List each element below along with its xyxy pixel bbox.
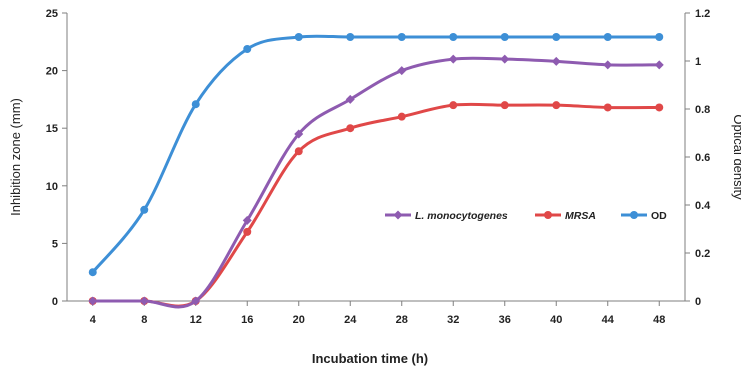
data-point-mrsa [500,101,509,110]
y-right-tick-label: 0.8 [695,104,710,116]
y-left-tick-label: 25 [46,8,58,20]
y-right-tick-label: 1 [695,56,701,68]
y-axis-left-title: Inhibition zone (mm) [8,98,23,216]
data-point-mrsa [346,124,355,133]
legend: L. monocytogenes MRSA OD [385,210,667,222]
y-right-tick-label: 0.6 [695,152,710,164]
data-point-l-monocytogenes [242,215,252,225]
legend-label-l-monocytogenes: L. monocytogenes [415,210,508,222]
series-line-od [91,34,660,274]
data-point-od [449,33,458,41]
data-point-l-monocytogenes [603,60,613,70]
data-point-l-monocytogenes [397,66,407,76]
data-point-mrsa [449,101,458,110]
data-point-l-monocytogenes [294,129,304,139]
data-point-od [294,33,303,41]
x-tick-label: 12 [190,314,202,326]
y-right-tick-label: 0.4 [695,200,711,212]
legend-item-od: OD [621,210,667,222]
legend-marker-od [630,211,638,219]
y-axis-right-title: Optical density [731,114,741,200]
series-layer [88,33,664,309]
x-tick-label: 4 [90,314,97,326]
legend-item-mrsa: MRSA [535,210,596,222]
y-left-tick-label: 10 [46,181,58,193]
data-point-l-monocytogenes [551,56,561,66]
x-tick-label: 16 [241,314,253,326]
data-point-mrsa [397,112,406,121]
series-l-monocytogenes [88,54,664,309]
x-tick-label: 24 [344,314,357,326]
data-point-l-monocytogenes [448,54,458,64]
data-point-od [397,33,406,41]
series-mrsa [88,101,664,308]
data-point-l-monocytogenes [191,296,201,306]
y-right-tick-label: 0 [695,296,701,308]
y-right-tick-label: 1.2 [695,8,710,20]
data-point-l-monocytogenes [88,296,98,306]
legend-marker-l-monocytogenes [393,210,403,220]
series-line-l-monocytogenes [92,56,660,309]
x-tick-label: 20 [293,314,305,326]
data-point-mrsa [294,147,303,156]
x-tick-label: 36 [499,314,511,326]
x-tick-label: 8 [141,314,147,326]
data-point-mrsa [603,103,612,112]
y-left-tick-label: 15 [46,123,58,135]
y-left-tick-label: 5 [52,238,58,250]
data-point-mrsa [655,103,664,112]
data-point-l-monocytogenes [139,296,149,306]
legend-marker-mrsa [544,211,552,219]
series-od [88,33,664,277]
data-point-od [500,33,509,41]
data-point-od [552,33,561,41]
x-tick-label: 48 [653,314,665,326]
y-left-tick-label: 0 [52,296,58,308]
x-tick-label: 32 [447,314,459,326]
data-point-l-monocytogenes [345,94,355,104]
data-point-od [243,45,252,53]
x-tick-label: 40 [550,314,562,326]
series-line-mrsa [92,102,660,308]
x-tick-label: 28 [396,314,408,326]
y-left-tick-label: 20 [46,66,58,78]
data-point-od [655,33,664,41]
x-axis-title: Incubation time (h) [312,351,428,366]
data-point-od [346,33,355,41]
data-point-mrsa [552,101,561,110]
data-point-od [603,33,612,41]
legend-label-od: OD [651,210,667,222]
legend-label-mrsa: MRSA [565,210,596,222]
y-right-tick-label: 0.2 [695,248,710,260]
x-tick-label: 44 [602,314,615,326]
data-point-mrsa [243,227,252,236]
data-point-od [88,268,97,277]
data-point-od [140,205,149,214]
data-point-l-monocytogenes [654,60,664,70]
legend-item-l-monocytogenes: L. monocytogenes [385,210,508,222]
data-point-l-monocytogenes [500,54,510,64]
data-point-od [191,100,200,109]
